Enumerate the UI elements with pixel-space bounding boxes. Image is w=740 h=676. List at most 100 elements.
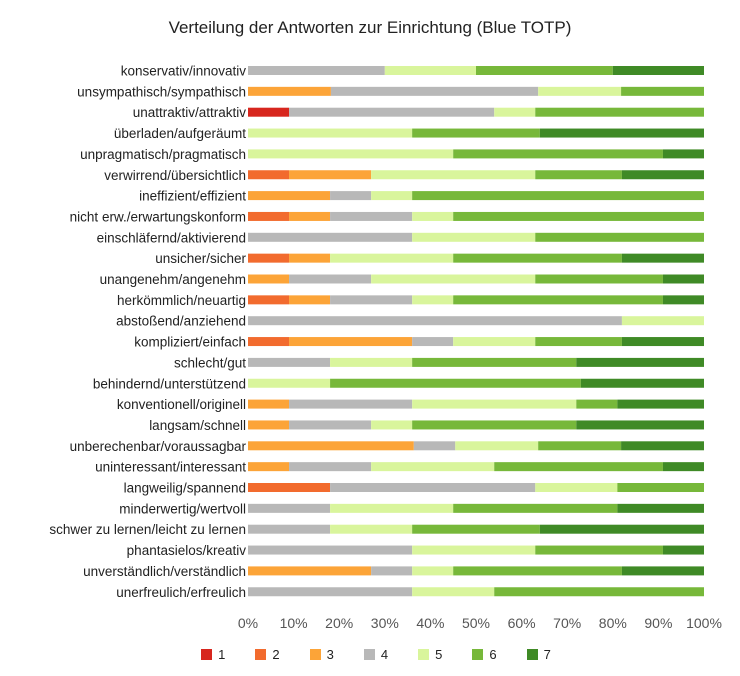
bar-segment-6 <box>535 232 704 242</box>
bar-segment-3 <box>248 420 290 430</box>
bar-segment-5 <box>494 107 536 117</box>
bar-segment-4 <box>330 211 413 221</box>
legend-swatch <box>309 649 321 660</box>
category-label: unberechenbar/voraussagbar <box>70 439 247 454</box>
bar-segment-2 <box>248 295 290 305</box>
bar-segment-4 <box>330 295 413 305</box>
bar-segment-5 <box>248 378 331 388</box>
bar-segment-6 <box>412 357 577 367</box>
bar-segment-3 <box>289 211 331 221</box>
legend-item: 6 <box>472 647 497 662</box>
bar-segment-7 <box>576 420 704 430</box>
bar-segment-3 <box>248 191 331 201</box>
bar-segment-5 <box>371 274 536 284</box>
bar-segment-4 <box>248 503 331 513</box>
bar-segment-3 <box>248 441 414 451</box>
bar-segment-5 <box>412 545 536 555</box>
bar-segment-4 <box>412 337 454 347</box>
bar-segment-5 <box>455 441 539 451</box>
bar-segment-6 <box>453 503 618 513</box>
bar-segment-7 <box>662 545 704 555</box>
legend-swatch <box>255 649 267 660</box>
bar-segment-6 <box>535 274 663 284</box>
bar-segment-6 <box>535 170 622 180</box>
legend-item: 2 <box>255 647 280 662</box>
category-label: phantasielos/kreativ <box>127 543 247 558</box>
bar-segment-4 <box>330 483 536 492</box>
category-label: unerfreulich/erfreulich <box>116 585 246 600</box>
x-tick-label: 10% <box>280 615 308 631</box>
category-label: minderwertig/wertvoll <box>119 501 246 516</box>
legend-swatch <box>201 649 213 660</box>
bar-segment-5 <box>535 483 618 492</box>
bar-segment-2 <box>248 211 290 221</box>
bars-layer <box>248 66 704 597</box>
chart-title: Verteilung der Antworten zur Einrichtung… <box>168 18 572 37</box>
bar-segment-3 <box>248 274 290 284</box>
bar-segment-4 <box>289 399 413 409</box>
bar-segment-6 <box>535 337 622 347</box>
category-label: konventionell/originell <box>117 397 246 412</box>
category-labels: konservativ/innovativ unsympathisch/sympa… <box>49 64 246 600</box>
bar-segment-2 <box>248 337 290 347</box>
bar-segment-1 <box>248 107 290 117</box>
bar-segment-5 <box>412 399 577 409</box>
x-tick-label: 30% <box>371 615 399 631</box>
bar-segment-5 <box>412 295 454 305</box>
x-axis-ticks: 0% 10% 20% 30% 40% 50% 60% 70% 80% 90% 100% <box>238 615 722 631</box>
bar-segment-6 <box>535 107 704 117</box>
category-label: schwer zu lernen/leicht zu lernen <box>49 522 246 537</box>
legend-item: 1 <box>201 647 225 662</box>
category-label: langsam/schnell <box>149 418 246 433</box>
bar-segment-4 <box>330 191 372 201</box>
x-tick-label: 70% <box>553 615 581 631</box>
bar-segment-5 <box>538 86 622 96</box>
bar-segment-5 <box>412 211 454 221</box>
category-label: unsicher/sicher <box>155 251 246 266</box>
bar-segment-3 <box>289 337 413 347</box>
bar-segment-2 <box>248 483 331 492</box>
bar-segment-4 <box>248 545 413 555</box>
legend-label: 4 <box>380 647 389 662</box>
legend-item: 3 <box>309 647 334 662</box>
bar-segment-3 <box>289 253 331 263</box>
x-tick-label: 40% <box>416 615 444 631</box>
bar-segment-5 <box>371 191 413 201</box>
bar-segment-7 <box>539 524 704 534</box>
x-tick-label: 90% <box>644 615 672 631</box>
bar-segment-3 <box>289 295 331 305</box>
bar-segment-4 <box>248 316 622 326</box>
category-label: kompliziert/einfach <box>134 335 246 350</box>
bar-segment-7 <box>662 462 704 472</box>
bar-segment-4 <box>248 587 413 597</box>
bar-segment-6 <box>453 295 663 305</box>
bar-segment-4 <box>248 66 385 75</box>
bar-segment-4 <box>248 524 331 534</box>
bar-segment-6 <box>453 253 622 263</box>
category-label: konservativ/innovativ <box>121 64 247 79</box>
bar-segment-3 <box>248 399 290 409</box>
category-label: einschläfernd/aktivierend <box>97 230 246 245</box>
bar-segment-7 <box>621 337 704 347</box>
bar-segment-5 <box>330 524 413 534</box>
x-tick-label: 100% <box>686 615 722 631</box>
bar-segment-6 <box>412 128 540 138</box>
bar-segment-6 <box>453 566 622 576</box>
category-label: verwirrend/übersichtlich <box>104 168 246 183</box>
category-label: langweilig/spannend <box>124 481 246 496</box>
category-label: abstoßend/anziehend <box>116 314 246 329</box>
bar-segment-6 <box>453 211 704 221</box>
bar-segment-2 <box>248 253 290 263</box>
bar-segment-6 <box>494 587 704 597</box>
bar-segment-7 <box>662 274 704 284</box>
x-tick-label: 0% <box>238 615 258 631</box>
bar-segment-7 <box>621 441 704 451</box>
bar-segment-7 <box>662 295 704 305</box>
legend-swatch <box>418 649 430 660</box>
legend-label: 6 <box>489 647 497 662</box>
legend-swatch <box>526 649 538 660</box>
bar-segment-5 <box>330 503 454 513</box>
bar-segment-5 <box>412 566 454 576</box>
bar-segment-5 <box>384 66 476 75</box>
bar-segment-6 <box>535 545 663 555</box>
